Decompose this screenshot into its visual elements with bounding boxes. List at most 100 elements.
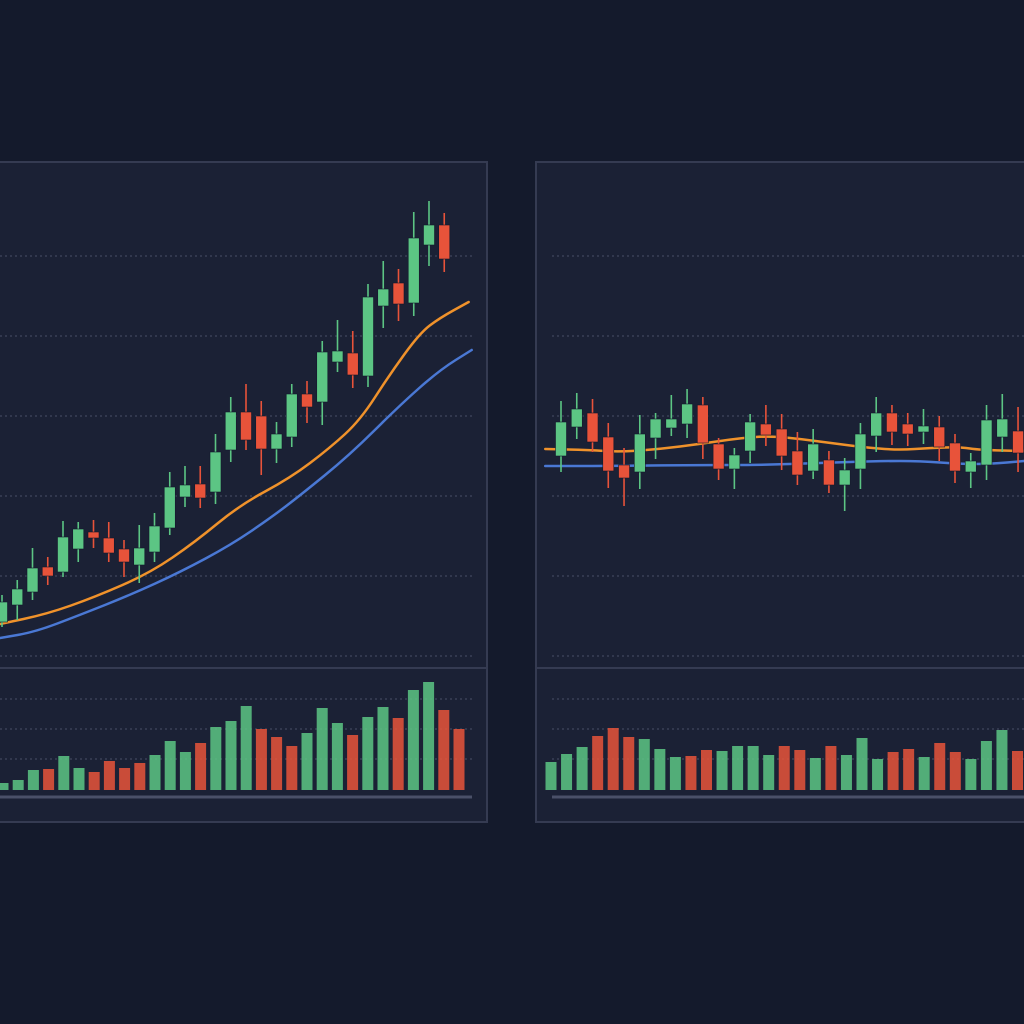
candle-body xyxy=(1012,430,1024,454)
candlestick xyxy=(362,284,374,387)
volume-bar xyxy=(809,758,821,790)
candlestick xyxy=(179,466,191,507)
candlestick xyxy=(11,580,24,620)
volume-bar xyxy=(12,780,24,790)
candle-body xyxy=(179,484,191,498)
candlestick xyxy=(996,394,1009,452)
volume-bar xyxy=(27,770,39,790)
candle-body xyxy=(423,224,435,246)
volume-bar xyxy=(423,682,435,790)
candle-body xyxy=(41,566,54,577)
candle-body xyxy=(602,436,615,472)
candlestick xyxy=(760,405,772,446)
volume-bar xyxy=(794,750,806,790)
volume-bar xyxy=(561,754,573,790)
candle-body xyxy=(886,412,898,433)
candle-body xyxy=(255,415,268,450)
candlestick xyxy=(570,393,583,439)
candlestick xyxy=(41,557,54,585)
volume-bar xyxy=(73,768,85,790)
candlestick xyxy=(964,453,977,488)
volume-bar xyxy=(134,763,146,790)
candlestick xyxy=(26,548,39,600)
volume-bar xyxy=(164,741,176,790)
candle-body xyxy=(270,433,283,450)
candlestick xyxy=(301,381,313,423)
volume-bar xyxy=(856,738,868,790)
candle-body xyxy=(854,433,867,470)
candle-body xyxy=(775,428,788,457)
candle-body xyxy=(586,412,599,443)
candlestick xyxy=(270,422,283,463)
volume-bar xyxy=(918,757,930,790)
candlestick xyxy=(240,384,252,450)
candle-body xyxy=(570,408,583,428)
volume-bar xyxy=(638,739,650,790)
candlestick xyxy=(555,401,567,472)
candlestick xyxy=(633,415,646,489)
volume-bar xyxy=(286,746,298,790)
candlestick xyxy=(681,389,693,438)
candle-body xyxy=(744,421,756,452)
volume-bar xyxy=(545,762,557,790)
volume-bar xyxy=(43,769,55,790)
candle-body xyxy=(392,282,405,305)
candle-body xyxy=(0,601,8,623)
moving-average-slow-line xyxy=(0,348,473,640)
candlestick xyxy=(133,525,146,583)
moving-average-fast-line xyxy=(0,300,470,626)
candle-body xyxy=(240,411,252,441)
volume-bar xyxy=(903,749,915,790)
candle-body xyxy=(301,393,313,408)
candle-body xyxy=(148,525,161,553)
candle-body xyxy=(728,454,741,470)
candlestick xyxy=(87,520,100,548)
candle-body xyxy=(555,421,567,457)
left-chart-panel xyxy=(0,161,488,823)
candle-body xyxy=(996,418,1009,438)
volume-bar xyxy=(225,721,237,790)
candlestick xyxy=(980,405,993,480)
candle-body xyxy=(72,528,85,550)
candlestick xyxy=(838,458,851,511)
candlestick xyxy=(72,522,85,562)
candlestick xyxy=(870,397,883,452)
candle-body xyxy=(224,411,237,451)
candlestick xyxy=(697,397,709,459)
volume-bar xyxy=(747,746,759,790)
candle-body xyxy=(665,418,678,429)
candlestick xyxy=(224,397,237,462)
volume-bar xyxy=(763,755,775,790)
candlestick xyxy=(807,429,819,479)
volume-bar xyxy=(362,717,374,790)
candlestick xyxy=(102,522,115,562)
volume-bar xyxy=(179,752,191,790)
candlestick xyxy=(933,416,946,461)
volume-bar xyxy=(1012,751,1023,790)
candlestick xyxy=(886,405,898,445)
candlestick xyxy=(649,413,662,459)
candle-body xyxy=(917,425,930,433)
candlestick xyxy=(118,540,130,577)
candle-body xyxy=(760,423,772,436)
volume-bar xyxy=(0,783,9,790)
candle-body xyxy=(649,418,662,439)
candle-body xyxy=(316,351,329,403)
volume-bar xyxy=(716,751,728,790)
candle-body xyxy=(57,536,69,573)
candle-body xyxy=(870,412,883,437)
volume-bar xyxy=(119,768,131,790)
volume-bar xyxy=(149,755,161,790)
candle-body xyxy=(346,352,359,376)
candlestick xyxy=(949,434,961,483)
volume-bar xyxy=(872,759,884,790)
volume-bar xyxy=(607,728,619,790)
candlestick xyxy=(438,213,451,272)
candlestick xyxy=(901,413,914,446)
candlestick xyxy=(407,212,420,316)
candlestick xyxy=(209,434,222,504)
volume-bar xyxy=(240,706,252,790)
volume-bar xyxy=(685,756,697,790)
candlestick xyxy=(392,269,405,321)
